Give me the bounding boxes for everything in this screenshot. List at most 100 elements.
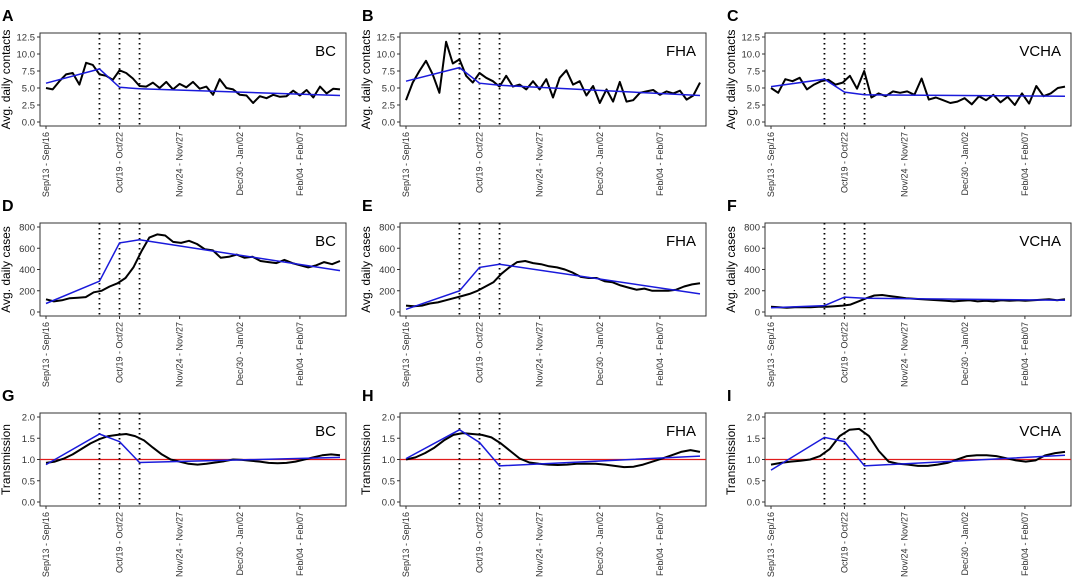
plot-frame [39,222,347,317]
x-tick-label: Nov/24 - Nov/27 [900,512,910,577]
x-tick-label: Oct/19 - Oct/22 [115,322,125,383]
plot-frame [39,32,347,127]
y-tick-label: 0 [755,308,760,319]
y-tick-label: 0.0 [22,498,35,509]
y-tick-label: 1.0 [22,455,35,466]
y-tick-label: 5.0 [22,84,35,95]
y-axis-label: Transmission [724,424,738,495]
x-tick-label: Feb/04 - Feb/07 [1020,322,1030,386]
x-tick-label: Dec/30 - Jan/02 [960,322,970,386]
observed-series-line [770,70,1066,106]
panel-letter: I [727,388,731,405]
y-tick-label: 2.5 [382,101,395,112]
y-tick-label: 0.0 [382,118,395,129]
x-tick-label: Feb/04 - Feb/07 [295,322,305,386]
y-tick-label: 10.0 [377,50,396,61]
y-tick-label: 7.5 [22,67,35,78]
y-axis-label: Transmission [0,424,13,495]
panel-letter: F [727,198,737,215]
region-label: BC [315,43,336,60]
observed-series-line [405,40,701,104]
panel-c: C Avg. daily contacts 0.0 2.5 5.0 7.5 10.0 12.5… [724,8,1072,197]
fitted-series-line [770,78,1066,97]
plot-frame [764,32,1072,127]
region-label: FHA [666,233,696,250]
y-tick-label: 2.0 [382,413,395,424]
panel-letter: A [2,8,14,25]
y-tick-label: 1.0 [382,455,395,466]
observed-series-line [405,432,701,469]
x-tick-label: Sep/13 - Sep/16 [41,512,51,577]
y-tick-label: 1.0 [747,455,760,466]
y-tick-label: 200 [744,286,760,297]
y-tick-label: 7.5 [382,67,395,78]
x-tick-label: Feb/04 - Feb/07 [1020,132,1030,196]
x-tick-label: Oct/19 - Oct/22 [115,132,125,193]
fitted-series-line [45,239,341,305]
x-tick-label: Nov/24 - Nov/27 [175,132,185,197]
panel-letter: B [362,8,374,25]
y-tick-label: 0.0 [747,498,760,509]
y-tick-label: 12.5 [17,33,36,44]
y-tick-label: 10.0 [17,50,36,61]
x-tick-label: Oct/19 - Oct/22 [840,322,850,383]
panel-letter: E [362,198,373,215]
observed-series-line [45,61,341,104]
x-tick-label: Nov/24 - Nov/27 [900,322,910,387]
x-tick-label: Feb/04 - Feb/07 [295,132,305,196]
region-label: VCHA [1019,43,1061,60]
x-tick-label: Dec/30 - Jan/02 [960,132,970,196]
y-axis-label: Avg. daily cases [724,226,738,313]
x-tick-label: Feb/04 - Feb/07 [655,322,665,386]
x-tick-label: Oct/19 - Oct/22 [475,322,485,383]
panel-i: I Transmission 0.0 0.5 1.0 1.5 2.0 Sep/13 - Sep… [724,388,1072,577]
y-tick-label: 0.0 [22,118,35,129]
fitted-series-line [770,296,1066,309]
region-label: BC [315,423,336,440]
y-tick-label: 400 [379,265,395,276]
panel-h: H Transmission 0.0 0.5 1.0 1.5 2.0 Sep/13 - Sep… [359,388,707,577]
y-tick-label: 0.0 [747,118,760,129]
fitted-series-line [405,428,701,467]
y-tick-label: 600 [19,244,35,255]
y-tick-label: 400 [744,265,760,276]
panel-b: B Avg. daily contacts 0.0 2.5 5.0 7.5 10.0 12.5… [359,8,707,197]
x-tick-label: Nov/24 - Nov/27 [175,322,185,387]
y-tick-label: 5.0 [382,84,395,95]
x-tick-label: Oct/19 - Oct/22 [840,512,850,573]
observed-series-line [45,433,341,466]
observed-series-line [770,427,1066,467]
y-tick-label: 10.0 [742,50,761,61]
panel-f: F Avg. daily cases 0 200 400 600 800 Sep/13 - S… [724,198,1072,387]
y-tick-label: 12.5 [742,33,761,44]
x-tick-label: Feb/04 - Feb/07 [295,512,305,576]
fitted-series-line [405,263,701,311]
y-tick-label: 1.5 [382,434,395,445]
y-axis-label: Avg. daily contacts [724,30,738,130]
x-tick-label: Oct/19 - Oct/22 [475,512,485,573]
y-axis-label: Avg. daily contacts [359,30,373,130]
plot-frame [399,32,707,127]
region-label: VCHA [1019,423,1061,440]
region-label: FHA [666,423,696,440]
y-tick-label: 2.5 [747,101,760,112]
y-tick-label: 600 [744,244,760,255]
observed-series-line [405,260,701,308]
x-tick-label: Sep/13 - Sep/16 [41,322,51,387]
y-tick-label: 0.5 [22,476,35,487]
y-tick-label: 2.0 [747,413,760,424]
x-tick-label: Dec/30 - Jan/02 [235,132,245,196]
region-label: VCHA [1019,233,1061,250]
panel-d: D Avg. daily cases 0 200 400 600 800 Sep/13 - S… [0,198,347,387]
x-tick-label: Feb/04 - Feb/07 [655,132,665,196]
x-tick-label: Sep/13 - Sep/16 [766,322,776,387]
y-tick-label: 1.5 [747,434,760,445]
y-tick-label: 2.5 [22,101,35,112]
x-tick-label: Dec/30 - Jan/02 [960,512,970,576]
panel-letter: C [727,8,739,25]
x-tick-label: Dec/30 - Jan/02 [595,132,605,196]
y-axis-label: Avg. daily cases [359,226,373,313]
x-tick-label: Sep/13 - Sep/16 [41,132,51,197]
x-tick-label: Sep/13 - Sep/16 [766,132,776,197]
